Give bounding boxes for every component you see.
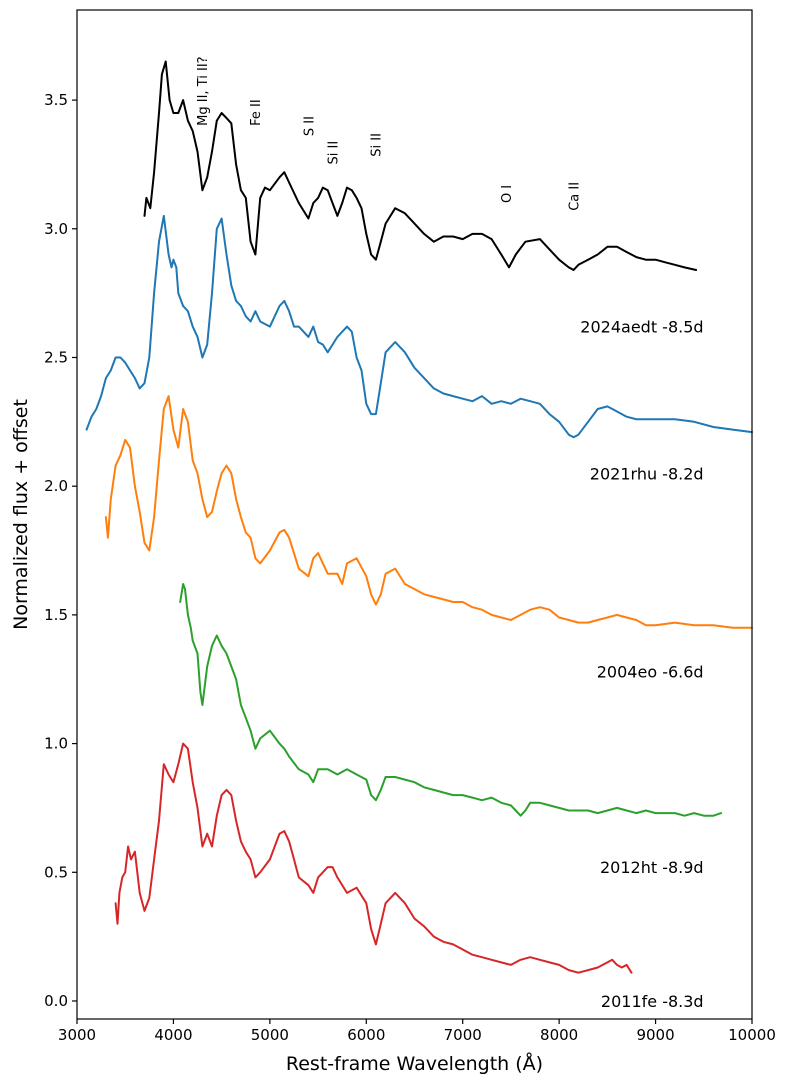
line-annotation: Mg II, Ti II? [196,56,211,125]
x-tick-label: 6000 [347,1026,385,1044]
line-annotation: Si II [370,133,385,157]
x-axis: 3000 4000 5000 6000 7000 8000 9000 10000 [58,1019,776,1044]
x-tick-label: 4000 [154,1026,192,1044]
x-tick-label: 9000 [636,1026,674,1044]
series-label: 2011fe -8.3d [601,992,704,1011]
series-label: 2004eo -6.6d [597,663,704,682]
line-annotation: Si II [326,141,341,165]
line-annotation: Ca II [567,182,582,211]
spectrum-line-3 [104,395,753,629]
series-label: 2024aedt -8.5d [580,318,703,337]
y-tick-label: 0.5 [44,863,68,881]
x-tick-label: 10000 [728,1026,776,1044]
series-label: 2021rhu -8.2d [590,464,704,483]
y-axis: 0.0 0.5 1.0 1.5 2.0 2.5 3.0 3.5 [44,91,77,1010]
spectrum-line-1 [143,60,698,271]
spectrum-line-5 [114,742,633,974]
y-tick-label: 2.0 [44,477,68,495]
x-axis-title: Rest-frame Wavelength (Å) [286,1052,543,1075]
line-annotation: O I [500,185,515,203]
y-tick-label: 0.0 [44,992,68,1010]
line-annotation: Fe II [249,99,264,126]
x-tick-label: 7000 [444,1026,482,1044]
x-tick-label: 5000 [251,1026,289,1044]
line-annotation: S II [302,116,317,136]
series-label-layer: 2024aedt -8.5d 2021rhu -8.2d 2004eo -6.6d 2… [580,318,703,1011]
series-label: 2012ht -8.9d [600,858,704,877]
series-layer [85,60,753,974]
x-tick-label: 8000 [540,1026,578,1044]
y-tick-label: 3.0 [44,220,68,238]
spectrum-line-2 [85,214,753,439]
y-tick-label: 1.5 [44,606,68,624]
y-tick-label: 2.5 [44,348,68,366]
spectrum-line-4 [179,583,723,817]
x-tick-label: 3000 [58,1026,96,1044]
plot-frame [76,9,753,1020]
y-tick-label: 1.0 [44,735,68,753]
y-axis-title: Normalized flux + offset [10,399,32,630]
annotation-layer: Mg II, Ti II? Fe II S II Si II Si II O I Ca II [196,56,582,210]
y-tick-label: 3.5 [44,91,68,109]
